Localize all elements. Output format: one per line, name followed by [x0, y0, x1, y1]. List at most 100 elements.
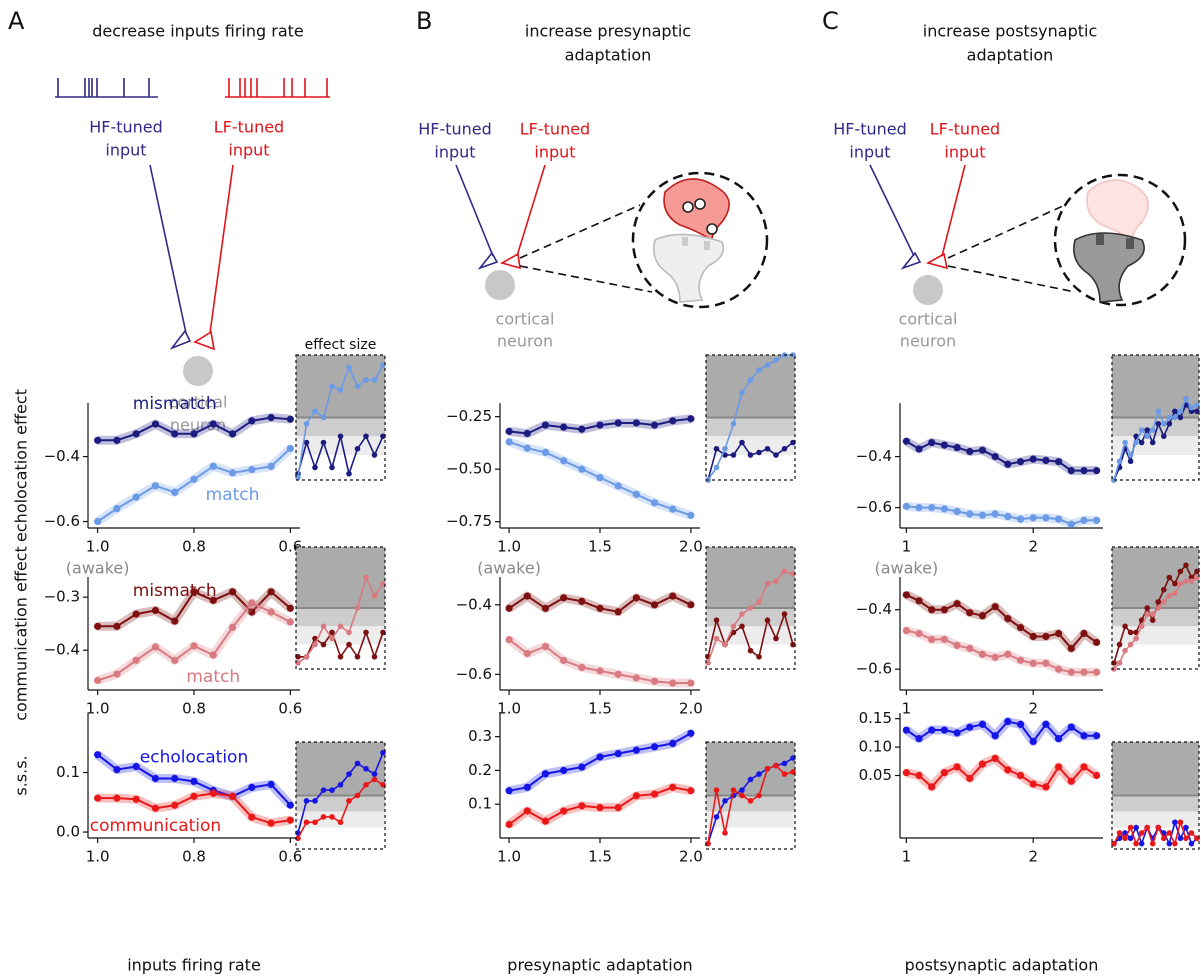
point [329, 787, 335, 793]
point [560, 807, 567, 814]
point [739, 611, 745, 617]
point [190, 430, 197, 437]
point [113, 670, 120, 677]
point [1030, 514, 1037, 521]
point [651, 421, 658, 428]
point [941, 769, 948, 776]
point [1093, 517, 1100, 524]
point [1161, 599, 1167, 605]
point [966, 645, 973, 652]
point [363, 377, 369, 383]
point [953, 763, 960, 770]
point [979, 651, 986, 658]
point [756, 367, 762, 373]
point [633, 594, 640, 601]
y-tick-label: 0.10 [859, 738, 892, 756]
point [287, 618, 294, 625]
point [152, 482, 159, 489]
band-light [706, 436, 795, 455]
point [338, 782, 344, 788]
point [346, 642, 352, 648]
point [1189, 578, 1195, 584]
point [1117, 458, 1123, 464]
point [321, 440, 327, 446]
point [171, 489, 178, 496]
point [542, 818, 549, 825]
point [1172, 408, 1178, 414]
point [321, 624, 327, 630]
point [304, 654, 310, 660]
point [596, 421, 603, 428]
band-dark [706, 355, 795, 418]
point [953, 600, 960, 607]
point [267, 588, 274, 595]
point [524, 807, 531, 814]
point [190, 476, 197, 483]
y-tick-label: 0.1 [56, 763, 80, 781]
point [739, 440, 745, 446]
point [1030, 660, 1037, 667]
point [979, 761, 986, 768]
point [1004, 718, 1011, 725]
point [1133, 440, 1139, 446]
point [578, 466, 585, 473]
point [363, 782, 369, 788]
y-tick-label: −0.6 [856, 498, 892, 516]
axon [456, 165, 493, 256]
panel-title: adaptation [565, 46, 652, 65]
point [560, 767, 567, 774]
zoom-line [520, 205, 652, 292]
x-tick-label: 1.0 [497, 538, 521, 556]
point [542, 770, 549, 777]
y-tick-label: 0.1 [468, 795, 492, 813]
point [171, 617, 178, 624]
point [578, 598, 585, 605]
point [560, 457, 567, 464]
x-tick-label: 0.8 [182, 848, 206, 866]
point [355, 446, 361, 452]
point [321, 642, 327, 648]
point [756, 599, 762, 605]
point [1133, 841, 1139, 847]
series-label: echolocation [140, 747, 248, 767]
synapse [903, 253, 920, 268]
point [782, 569, 788, 575]
receptor [1126, 238, 1134, 249]
point [1155, 421, 1161, 427]
point [687, 679, 694, 686]
point [992, 654, 999, 661]
x-tick-label: 0.6 [278, 848, 302, 866]
x-tick-label: 1.5 [588, 538, 612, 556]
point [355, 383, 361, 389]
point [152, 607, 159, 614]
point [338, 624, 344, 630]
point [1167, 830, 1173, 836]
point [915, 772, 922, 779]
point [133, 494, 140, 501]
point [304, 798, 310, 804]
point [1068, 669, 1075, 676]
point [1128, 630, 1134, 636]
point [1155, 599, 1161, 605]
point [1030, 633, 1037, 640]
y-axis-label: echolocation effect [12, 389, 31, 542]
spikes [229, 78, 327, 97]
point [748, 452, 754, 458]
point [1178, 408, 1184, 414]
point [1055, 666, 1062, 673]
point [1183, 563, 1189, 569]
point [739, 390, 745, 396]
point [363, 575, 369, 581]
point [1139, 830, 1145, 836]
point [94, 795, 101, 802]
hf-label: input [434, 143, 475, 162]
point [953, 642, 960, 649]
point [1093, 467, 1100, 474]
x-tick-label: 2 [1028, 848, 1038, 866]
band-dark [706, 547, 795, 608]
x-tick-label: 2.0 [679, 538, 703, 556]
panel-title: increase postsynaptic [923, 22, 1098, 41]
axon [870, 165, 914, 256]
point [903, 726, 910, 733]
point [669, 784, 676, 791]
